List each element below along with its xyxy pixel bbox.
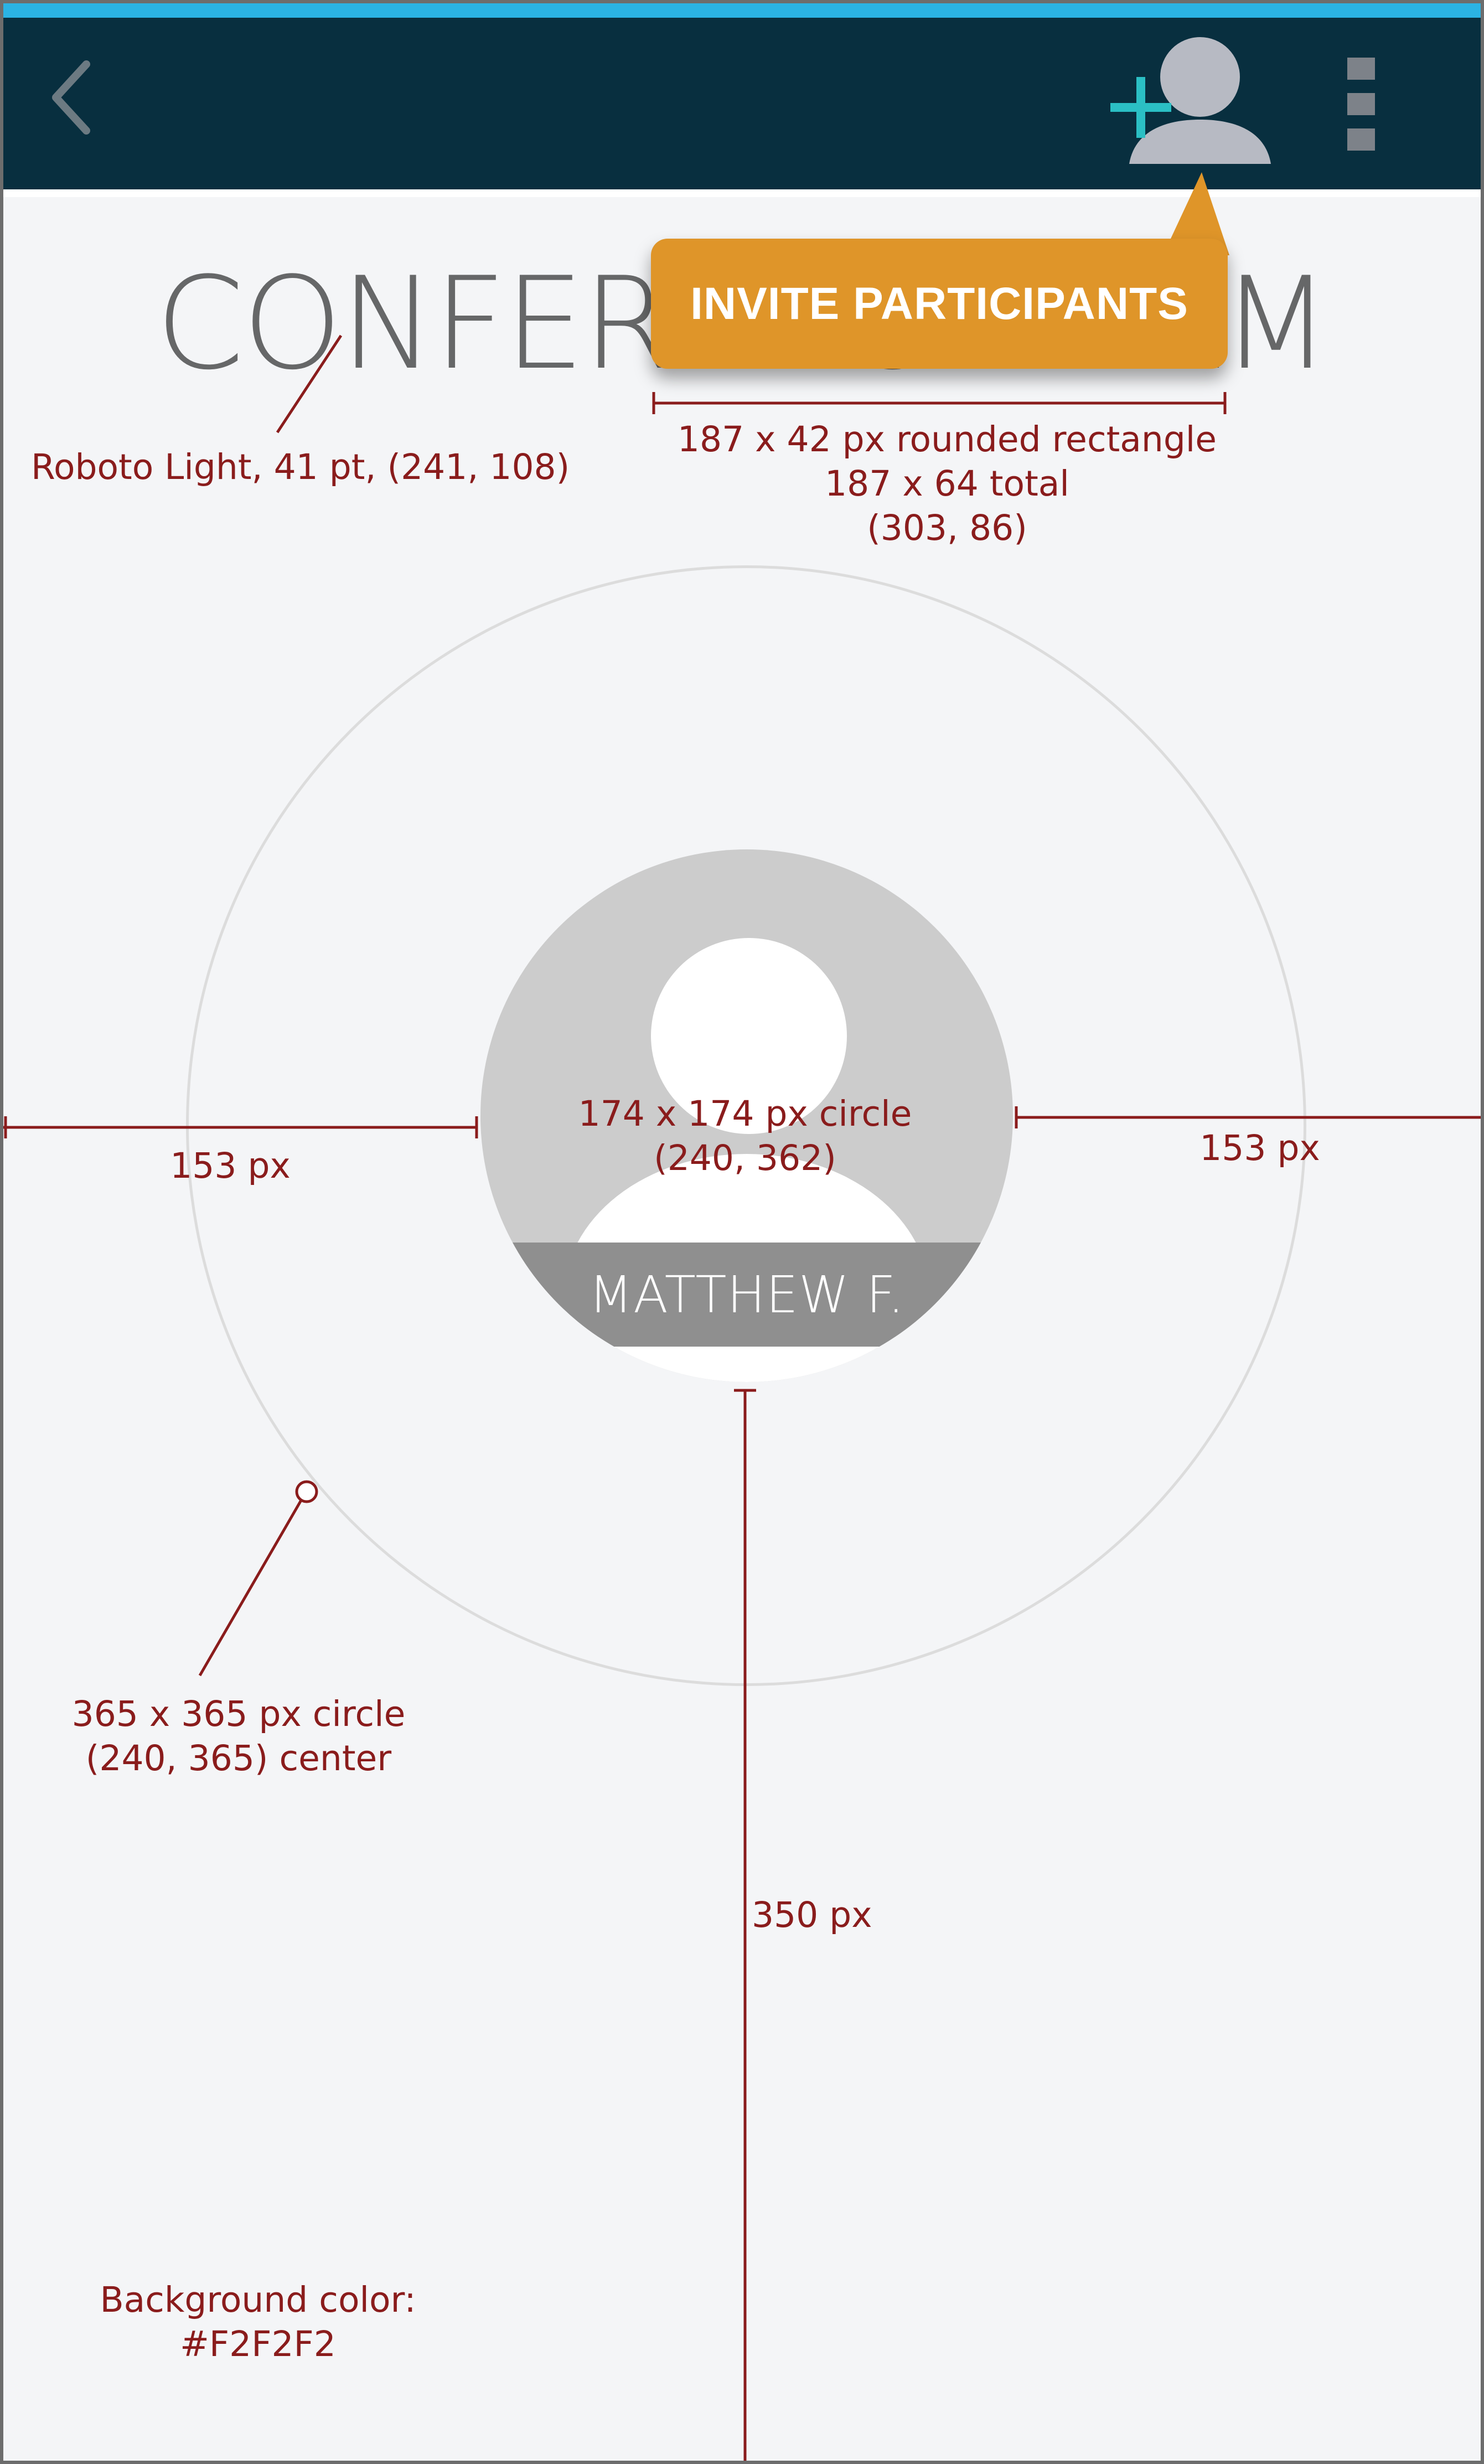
participant-name: MATTHEW F.	[589, 1265, 905, 1324]
background-spec-note: Background color: #F2F2F2	[86, 2278, 430, 2367]
add-person-icon[interactable]	[1105, 37, 1287, 169]
tooltip-label: INVITE PARTICIPANTS	[690, 278, 1188, 330]
ring-spec-note: 365 x 365 px circle (240, 365) center	[59, 1692, 418, 1781]
right-gap-note: 153 px	[1182, 1126, 1337, 1171]
title-spec-note: Roboto Light, 41 pt, (241, 108)	[31, 445, 535, 489]
tooltip-spec-note: 187 x 42 px rounded rectangle 187 x 64 t…	[659, 417, 1235, 550]
app-bar-edge	[3, 189, 1481, 197]
status-strip	[3, 3, 1481, 18]
ring-pointer-dot	[297, 1482, 317, 1502]
bottom-gap-note: 350 px	[752, 1893, 879, 1937]
chevron-left-icon[interactable]	[42, 59, 103, 136]
invite-participants-tooltip[interactable]: INVITE PARTICIPANTS	[651, 239, 1228, 369]
participant-name-band: MATTHEW F.	[480, 1243, 1013, 1347]
ring-leader-line	[200, 1498, 302, 1676]
overflow-menu-icon[interactable]	[1347, 58, 1375, 151]
avatar-spec-note: 174 x 174 px circle (240, 362)	[573, 1092, 917, 1181]
left-gap-note: 153 px	[153, 1144, 308, 1188]
